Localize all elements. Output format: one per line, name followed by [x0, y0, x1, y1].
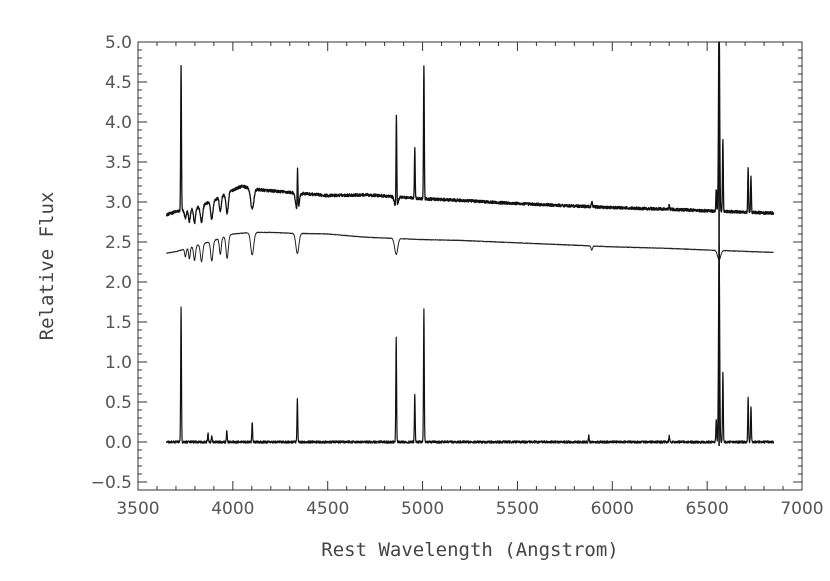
x-tick-label: 5000 [401, 499, 444, 519]
x-tick-label: 4500 [306, 499, 349, 519]
spectrum-series-2 [166, 231, 774, 263]
y-tick-label: 0.5 [105, 393, 132, 413]
y-tick-label: 0.0 [105, 433, 132, 453]
x-axis-ticks: 3500 4000 4500 5000 5500 6000 6500 7000 [116, 42, 824, 519]
y-axis-label: Relative Flux [36, 192, 58, 341]
y-tick-label: 4.5 [105, 73, 132, 93]
x-tick-label: 7000 [780, 499, 823, 519]
y-tick-label: 4.0 [105, 113, 132, 133]
y-tick-label: 3.5 [105, 153, 132, 173]
y-tick-label: −0.5 [91, 473, 132, 493]
x-tick-label: 3500 [116, 499, 159, 519]
y-tick-label: 5.0 [105, 33, 132, 53]
y-tick-label: 3.0 [105, 193, 132, 213]
x-tick-label: 5500 [496, 499, 539, 519]
y-tick-label: 1.5 [105, 313, 132, 333]
x-tick-label: 6000 [591, 499, 634, 519]
x-tick-label: 6500 [686, 499, 729, 519]
plot-frame [137, 41, 803, 491]
x-axis-label: Rest Wavelength (Angstrom) [321, 539, 618, 561]
y-tick-label: 2.5 [105, 233, 132, 253]
y-axis-ticks: −0.5 0.0 0.5 1.0 1.5 2.0 2.5 3.0 3.5 4.0 4.5 5.0 [91, 33, 802, 493]
y-tick-label: 2.0 [105, 273, 132, 293]
spectrum-series-1 [166, 41, 775, 225]
series-layer [165, 41, 775, 444]
y-tick-label: 1.0 [105, 353, 132, 373]
x-tick-label: 4000 [211, 499, 254, 519]
spectrum-series-3 [165, 245, 775, 444]
